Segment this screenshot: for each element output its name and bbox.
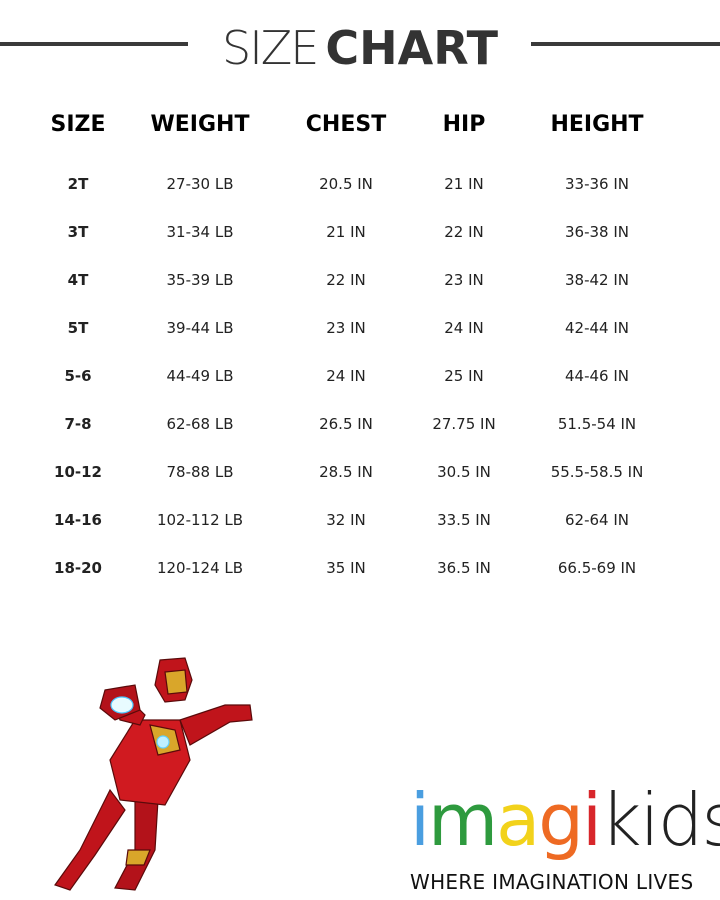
table-cell: 42-44 IN — [565, 319, 629, 337]
logo-letter: i — [410, 778, 430, 862]
title-rule-left — [0, 42, 188, 46]
size-label: 14-16 — [54, 511, 102, 529]
table-cell: 23 IN — [326, 319, 366, 337]
table-cell: 35-39 LB — [166, 271, 234, 289]
table-cell: 21 IN — [326, 223, 366, 241]
imagikids-logo: imagikids — [410, 780, 720, 860]
table-cell: 102-112 LB — [156, 511, 244, 529]
table-cell: 78-88 LB — [166, 463, 234, 481]
size-label: 3T — [67, 223, 89, 241]
logo-letter: m — [428, 778, 498, 862]
table-cell: 36-38 IN — [565, 223, 629, 241]
page-title: SIZE CHART — [0, 22, 720, 74]
column-header-height: HEIGHT — [550, 112, 644, 137]
table-cell: 28.5 IN — [319, 463, 373, 481]
table-cell: 39-44 LB — [166, 319, 234, 337]
table-cell: 23 IN — [444, 271, 484, 289]
table-cell: 22 IN — [444, 223, 484, 241]
table-cell: 20.5 IN — [319, 175, 373, 193]
table-cell: 55.5-58.5 IN — [550, 463, 644, 481]
table-cell: 24 IN — [444, 319, 484, 337]
table-cell: 44-49 LB — [166, 367, 234, 385]
table-cell: 62-68 LB — [166, 415, 234, 433]
logo-wordmark: imagikids — [410, 780, 720, 860]
size-label: 5T — [67, 319, 89, 337]
table-cell: 33.5 IN — [437, 511, 491, 529]
title-rule-right — [531, 42, 720, 46]
table-cell: 35 IN — [326, 559, 366, 577]
column-header-chest: CHEST — [305, 112, 387, 137]
table-cell: 36.5 IN — [437, 559, 491, 577]
table-cell: 31-34 LB — [166, 223, 234, 241]
table-cell: 32 IN — [326, 511, 366, 529]
logo-letter: kids — [600, 778, 720, 862]
table-cell: 30.5 IN — [437, 463, 491, 481]
table-cell: 38-42 IN — [565, 271, 629, 289]
column-header-hip: HIP — [442, 112, 486, 137]
table-cell: 26.5 IN — [319, 415, 373, 433]
table-cell: 22 IN — [326, 271, 366, 289]
table-cell: 33-36 IN — [565, 175, 629, 193]
table-cell: 51.5-54 IN — [557, 415, 637, 433]
iron-man-illustration — [40, 650, 260, 895]
size-label: 7-8 — [64, 415, 92, 433]
table-cell: 66.5-69 IN — [557, 559, 637, 577]
table-cell: 27.75 IN — [432, 415, 496, 433]
table-cell: 62-64 IN — [565, 511, 629, 529]
size-label: 2T — [67, 175, 89, 193]
size-label: 4T — [67, 271, 89, 289]
size-label: 18-20 — [54, 559, 102, 577]
size-label: 5-6 — [64, 367, 92, 385]
column-header-weight: WEIGHT — [150, 112, 250, 137]
logo-tagline: WHERE IMAGINATION LIVES — [410, 870, 694, 894]
logo-letter: a — [496, 778, 540, 862]
column-header-size: SIZE — [50, 112, 106, 137]
logo-letter: g — [538, 778, 584, 862]
table-cell: 120-124 LB — [156, 559, 244, 577]
logo-letter: i — [581, 778, 602, 862]
table-cell: 21 IN — [444, 175, 484, 193]
table-cell: 24 IN — [326, 367, 366, 385]
title-light: SIZE — [222, 21, 319, 75]
title-bold: CHART — [325, 21, 498, 75]
table-cell: 44-46 IN — [565, 367, 629, 385]
table-cell: 27-30 LB — [166, 175, 234, 193]
table-cell: 25 IN — [444, 367, 484, 385]
size-label: 10-12 — [54, 463, 102, 481]
